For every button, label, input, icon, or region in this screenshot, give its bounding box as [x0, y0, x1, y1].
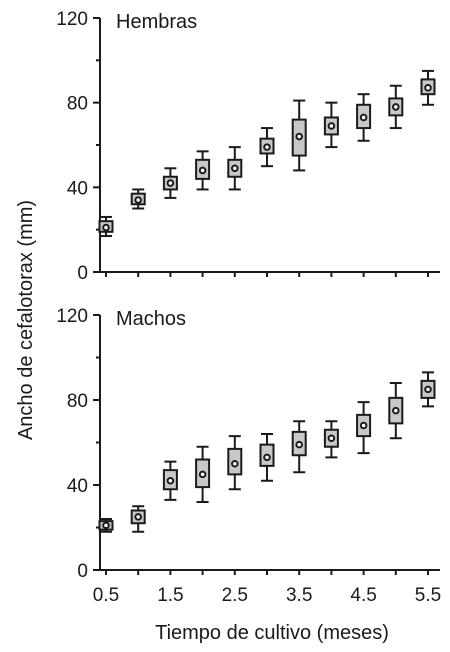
median-dot — [134, 196, 142, 204]
panel-machos: 0 40 80 120 Machos — [56, 306, 440, 582]
median-dot — [198, 470, 207, 479]
y-tick-label: 40 — [67, 178, 88, 199]
median-dot — [424, 385, 432, 394]
y-tick-label: 80 — [67, 94, 88, 115]
median-dot — [166, 179, 175, 187]
y-tick-label: 80 — [67, 391, 88, 412]
median-dot — [359, 421, 368, 430]
median-dot — [295, 440, 304, 449]
x-tick-label: 1.5 — [157, 585, 183, 606]
median-dot — [134, 513, 142, 521]
median-dot — [263, 143, 271, 151]
median-dot — [295, 132, 304, 141]
median-dot — [263, 453, 271, 462]
y-tick-label: 120 — [56, 306, 88, 327]
y-tick-label: 0 — [77, 263, 88, 284]
x-axis: 0.5 1.5 2.5 3.5 4.5 5.5 — [93, 585, 441, 606]
y-tick-label: 120 — [56, 9, 88, 30]
panel-title: Machos — [116, 308, 186, 330]
median-dot — [392, 406, 400, 415]
x-tick-label: 0.5 — [93, 585, 119, 606]
median-dot — [102, 223, 110, 232]
median-dot — [198, 166, 207, 175]
median-dot — [359, 113, 368, 122]
median-dot — [102, 521, 110, 530]
median-dot — [327, 434, 336, 443]
panel-title: Hembras — [116, 11, 197, 33]
y-tick-label: 0 — [77, 561, 88, 582]
median-dot — [424, 84, 432, 92]
median-dot — [231, 459, 239, 468]
x-tick-label: 3.5 — [286, 585, 312, 606]
median-dot — [392, 103, 400, 111]
median-dot — [231, 164, 239, 173]
x-tick-label: 5.5 — [415, 585, 441, 606]
y-tick-label: 40 — [67, 476, 88, 497]
x-axis-label: Tiempo de cultivo (meses) — [155, 622, 389, 644]
median-dot — [327, 122, 336, 130]
y-axis-label: Ancho de cefalotorax (mm) — [15, 200, 37, 440]
x-tick-label: 4.5 — [350, 585, 376, 606]
panel-hembras: 0 40 80 120 Hembras — [56, 9, 440, 284]
x-tick-label: 2.5 — [222, 585, 248, 606]
median-dot — [166, 476, 175, 485]
